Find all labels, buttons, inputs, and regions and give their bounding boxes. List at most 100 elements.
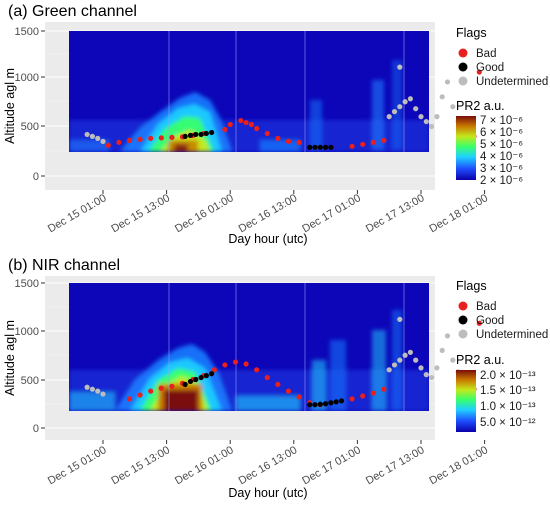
colorbar-label: 4 × 10⁻⁶ [480,151,523,163]
flag-point-good [323,144,329,150]
flag-point-bad [126,137,133,143]
flag-point-undetermined [89,386,95,392]
flag-point-bad [349,396,355,402]
x-tick-label: Dec 15 01:00 [46,192,109,235]
flag-point-undetermined [444,79,451,85]
flag-point-bad [158,135,164,141]
y-tick-label: 1000 [15,72,39,84]
flag-point-bad [296,394,302,400]
flag-point-undetermined [429,123,435,130]
flag-point-bad [148,388,154,394]
flag-point-bad [381,386,387,392]
flag-point-undetermined [386,114,392,120]
flag-point-good [193,131,199,138]
flag-point-bad [349,143,355,149]
flag-point-good [198,131,204,138]
flag-point-undetermined [391,362,398,368]
flag-point-bad [254,125,260,132]
flag-point-undetermined [402,352,408,358]
legend-swatch-undetermined [458,76,468,86]
panel-title: (a) Green channel [8,3,137,20]
flag-point-undetermined [402,99,408,105]
flag-point-undetermined [450,104,456,110]
heatmap [69,283,429,411]
y-tick-label: 500 [21,375,39,387]
colorbar-label: 3 × 10⁻⁶ [480,163,523,175]
flag-point-bad [264,374,270,381]
legend-swatch-bad [458,301,468,311]
flag-point-undetermined [418,114,424,120]
x-tick-label: Dec 17 01:00 [300,444,363,487]
legend-swatch-undetermined [458,329,468,339]
flag-point-bad [264,130,270,137]
flag-point-bad [476,320,482,326]
flag-point-bad [222,362,228,368]
y-tick-label: 0 [33,423,39,435]
flag-point-good [209,371,215,377]
colorbar-title: PR2 a.u. [456,353,505,367]
flag-point-bad [243,361,249,367]
flag-point-good [209,129,215,136]
flag-point-good [187,378,194,385]
x-tick-label: Dec 17 13:00 [364,192,427,235]
flag-point-bad [169,134,175,140]
flags-legend: Flags Bad Good Undetermined [456,279,548,341]
legend-label-undetermined: Undetermined [476,329,548,341]
flag-point-bad [211,367,217,373]
legend-swatch-bad [458,48,468,58]
flag-point-good [323,401,329,407]
flag-point-good [307,144,313,150]
flag-point-bad [222,126,228,133]
flag-point-bad [232,359,239,365]
flag-point-undetermined [89,133,95,139]
heatmap [69,31,429,152]
colorbar-label: 1.0 × 10⁻¹³ [480,401,536,413]
flag-point-undetermined [450,357,456,363]
flag-point-good [312,402,318,408]
flag-point-undetermined [418,365,424,371]
flag-point-bad [238,117,244,124]
flag-point-undetermined [84,384,90,390]
flag-point-bad [158,385,164,391]
flag-point-undetermined [100,138,106,144]
flag-point-good [328,400,334,406]
flag-point-bad [285,138,292,144]
flag-point-undetermined [423,372,429,378]
colorbar-title: PR2 a.u. [456,99,505,113]
colorbar-label: 2.0 × 10⁻¹³ [480,370,536,382]
flag-point-undetermined [439,94,445,100]
flag-point-bad [476,69,482,75]
flag-point-bad [248,121,254,128]
colorbar-label: 5 × 10⁻⁶ [480,139,523,151]
x-tick-label: Dec 16 01:00 [173,192,236,235]
x-tick-label: Dec 17 13:00 [364,444,427,487]
x-axis-label: Day hour (utc) [228,232,307,246]
flag-point-bad [227,121,233,128]
colorbar-label: 7 × 10⁻⁶ [480,115,523,127]
y-tick-label: 0 [33,171,39,183]
y-tick-label: 1000 [15,326,39,338]
flag-point-undetermined [434,114,440,120]
flag-point-undetermined [413,106,419,112]
flag-point-bad [137,136,143,142]
colorbar-gradient [456,116,476,180]
flag-point-bad [254,367,260,373]
y-tick-label: 500 [21,121,39,133]
flag-point-bad [116,139,122,145]
x-tick-label: Dec 15 01:00 [46,444,109,487]
flag-point-good [193,376,199,383]
flag-point-good [328,144,334,150]
legend-label-good: Good [476,315,504,327]
flag-point-undetermined [413,357,419,363]
x-tick-label: Dec 16 01:00 [173,444,236,487]
y-axis-label: Altitude agl m [3,320,17,396]
flag-point-undetermined [407,349,413,355]
x-axis-label: Day hour (utc) [228,486,307,500]
x-tick-label: Dec 16 13:00 [237,192,300,235]
flag-point-undetermined [444,333,451,339]
flag-point-undetermined [391,109,398,115]
flag-point-undetermined [434,365,440,371]
flag-point-good [307,402,313,408]
legend-label-undetermined: Undetermined [476,76,548,88]
